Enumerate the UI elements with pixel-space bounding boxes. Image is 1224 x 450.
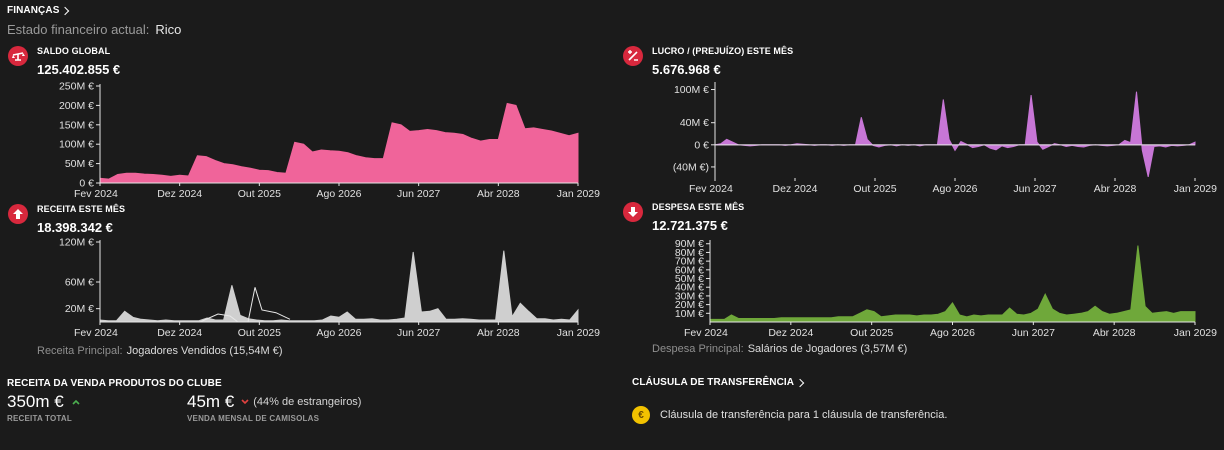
despesa-y-tick-label: 80M € <box>675 247 704 259</box>
chevron-right-icon <box>795 378 805 388</box>
lucro-chart: 100M € 40M € 0 € (40M €) Fev 2024 Dez 2024 Out… <box>673 82 1217 195</box>
lucro-x-tick-label: Jan 2029 <box>1174 183 1217 195</box>
saldo-x-tick-label: Jun 2027 <box>397 188 440 200</box>
lucro-y-tick-label: 0 € <box>694 139 709 151</box>
lucro-x-tick-label: Dez 2024 <box>773 183 818 195</box>
arrow-down-icon <box>623 202 643 222</box>
chevron-right-icon <box>61 6 70 16</box>
receita-chart: 20M € 60M € 120M € Fev 2024 Dez 2024 Out 2025… <box>59 237 600 340</box>
despesa-main-source: Despesa Principal: Salários de Jogadores … <box>652 343 907 355</box>
saldo-x-tick-label: Jan 2029 <box>557 188 600 200</box>
receita-x-tick-label: Ago 2026 <box>317 327 362 339</box>
arrow-up-icon <box>8 204 28 224</box>
lucro-y-tick-label: (40M €) <box>673 161 709 173</box>
receita-y-tick-label: 120M € <box>59 237 94 249</box>
merch-total-label: RECEITA TOTAL <box>7 414 72 423</box>
merch-shirt-value: 45m € <box>187 392 235 411</box>
despesa-x-tick-label: Abr 2028 <box>1093 327 1136 339</box>
profit-loss-icon <box>623 46 643 66</box>
despesa-x-tick-label: Ago 2026 <box>930 327 975 339</box>
saldo-y-tick-label: 50M € <box>65 158 94 170</box>
receita-main-label: Receita Principal: <box>37 345 123 357</box>
saldo-y-tick-label: 0 € <box>79 178 94 190</box>
saldo-x-tick-label: Dez 2024 <box>157 188 202 200</box>
despesa-area-series <box>709 245 1196 323</box>
transfer-clause-link[interactable]: CLÁUSULA DE TRANSFERÊNCIA <box>632 377 805 388</box>
despesa-main-label: Despesa Principal: <box>652 343 744 355</box>
saldo-y-tick-label: 250M € <box>59 81 94 93</box>
receita-secondary-series <box>199 287 291 323</box>
despesa-y-tick-label: 90M € <box>675 238 704 250</box>
financial-status-label: Estado financeiro actual: <box>7 22 150 37</box>
despesa-value: 12.721.375 € <box>652 218 728 233</box>
saldo-y-tick-label: 150M € <box>59 119 94 131</box>
saldo-y-tick-label: 100M € <box>59 139 94 151</box>
financial-status: Estado financeiro actual: Rico <box>7 22 181 37</box>
saldo-chart: 0 € 50M € 100M € 150M € 200M € 250M € Fev 2024… <box>59 81 600 201</box>
despesa-y-tick-label: 70M € <box>675 256 704 268</box>
despesa-y-tick-label: 50M € <box>675 273 704 285</box>
merch-section-title: RECEITA DA VENDA PRODUTOS DO CLUBE <box>7 378 222 389</box>
trend-down-icon <box>241 399 249 405</box>
receita-x-tick-label: Fev 2024 <box>74 327 118 339</box>
receita-area-series <box>99 250 579 323</box>
transfer-clause-title: CLÁUSULA DE TRANSFERÊNCIA <box>632 377 795 388</box>
scale-icon <box>8 46 28 66</box>
merch-total: 350m € <box>7 392 81 412</box>
receita-value: 18.398.342 € <box>37 220 113 235</box>
receita-x-tick-label: Dez 2024 <box>157 327 202 339</box>
finances-header-link[interactable]: FINANÇAS <box>7 5 70 16</box>
despesa-x-tick-label: Fev 2024 <box>684 327 728 339</box>
saldo-area-series <box>99 102 579 184</box>
finances-title: FINANÇAS <box>7 5 60 16</box>
financial-status-value: Rico <box>155 22 182 37</box>
merch-shirt-note: (44% de estrangeiros) <box>253 396 362 408</box>
euro-coin-icon: € <box>632 406 650 424</box>
despesa-title: DESPESA ESTE MÊS <box>652 202 745 212</box>
lucro-y-tick-label: 100M € <box>674 84 709 96</box>
saldo-x-tick-label: Abr 2028 <box>477 188 520 200</box>
lucro-x-tick-label: Ago 2026 <box>933 183 978 195</box>
merch-shirts: 45m € (44% de estrangeiros) <box>187 392 361 412</box>
transfer-clause-text: Cláusula de transferência para 1 cláusul… <box>660 409 948 421</box>
despesa-x-tick-label: Out 2025 <box>850 327 893 339</box>
lucro-y-tick-label: 40M € <box>680 117 709 129</box>
lucro-x-tick-label: Fev 2024 <box>689 183 733 195</box>
receita-x-tick-label: Abr 2028 <box>477 327 520 339</box>
saldo-title: SALDO GLOBAL <box>37 46 111 56</box>
lucro-x-tick-label: Abr 2028 <box>1094 183 1137 195</box>
merch-shirt-label: VENDA MENSAL DE CAMISOLAS <box>187 414 320 423</box>
merch-total-value: 350m € <box>7 392 64 411</box>
lucro-x-tick-label: Out 2025 <box>853 183 896 195</box>
despesa-x-tick-label: Dez 2024 <box>768 327 813 339</box>
lucro-area-series <box>714 91 1196 178</box>
saldo-y-tick-label: 200M € <box>59 100 94 112</box>
lucro-title: LUCRO / (PREJUÍZO) ESTE MÊS <box>652 46 794 56</box>
despesa-y-tick-label: 40M € <box>675 282 704 294</box>
merch-title-text: RECEITA DA VENDA PRODUTOS DO CLUBE <box>7 378 222 389</box>
despesa-y-tick-label: 60M € <box>675 264 704 276</box>
receita-x-tick-label: Jun 2027 <box>397 327 440 339</box>
saldo-x-tick-label: Out 2025 <box>238 188 281 200</box>
despesa-y-tick-label: 10M € <box>675 308 704 320</box>
lucro-x-tick-label: Jun 2027 <box>1013 183 1056 195</box>
despesa-chart: 10M €20M €30M €40M €50M €60M €70M €80M €… <box>675 238 1217 339</box>
saldo-x-tick-label: Fev 2024 <box>74 188 118 200</box>
despesa-y-tick-label: 20M € <box>675 299 704 311</box>
receita-x-tick-label: Jan 2029 <box>557 327 600 339</box>
receita-y-tick-label: 60M € <box>65 277 94 289</box>
despesa-x-tick-label: Jan 2029 <box>1174 327 1217 339</box>
trend-up-icon <box>72 399 80 405</box>
despesa-main-value: Salários de Jogadores (3,57M €) <box>747 343 908 355</box>
receita-title: RECEITA ESTE MÊS <box>37 204 126 214</box>
receita-y-tick-label: 20M € <box>65 303 94 315</box>
receita-main-value: Jogadores Vendidos (15,54M €) <box>126 345 283 357</box>
saldo-x-tick-label: Ago 2026 <box>317 188 362 200</box>
receita-x-tick-label: Out 2025 <box>238 327 281 339</box>
saldo-value: 125.402.855 € <box>37 62 121 77</box>
receita-main-source: Receita Principal: Jogadores Vendidos (15… <box>37 345 283 357</box>
despesa-x-tick-label: Jun 2027 <box>1012 327 1055 339</box>
despesa-y-tick-label: 30M € <box>675 290 704 302</box>
lucro-value: 5.676.968 € <box>652 62 721 77</box>
